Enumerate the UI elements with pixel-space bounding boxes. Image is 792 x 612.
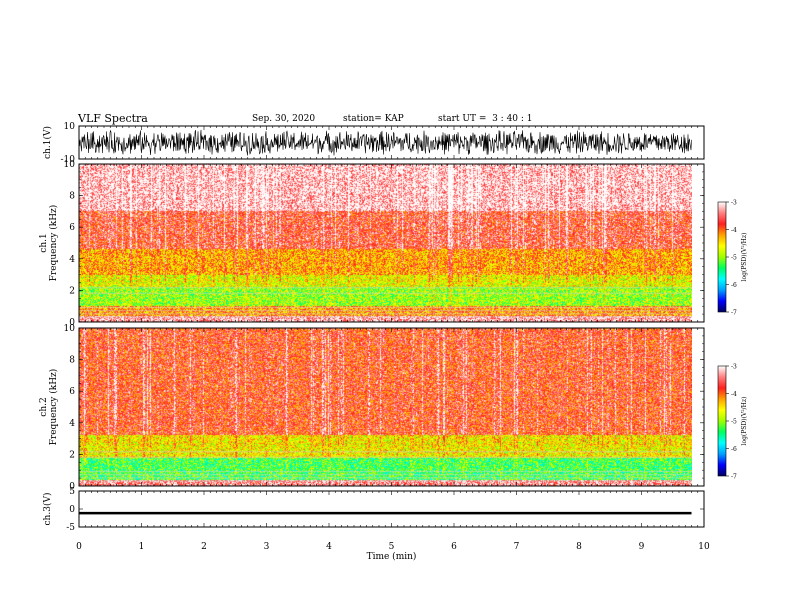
ch2-spec-y-tick-label: 4 bbox=[69, 419, 75, 429]
ch1-wave-y-tick-label: -10 bbox=[61, 155, 76, 165]
x-tick-label: 4 bbox=[326, 542, 332, 552]
ch1-spec-y-tick-label: 4 bbox=[69, 255, 75, 265]
ch1-spec-y-tick-label: 8 bbox=[69, 192, 75, 202]
ch1-colorbar-tick-label: -3 bbox=[731, 200, 737, 207]
ch3-waveform-band bbox=[79, 511, 692, 515]
ch2-spec-y-tick-label: 8 bbox=[69, 356, 75, 366]
ch2-colorbar-tick-label: -5 bbox=[731, 419, 737, 426]
ch1-colorbar-tick-label: -6 bbox=[731, 282, 737, 289]
x-tick-label: 10 bbox=[698, 542, 710, 552]
x-tick-label: 3 bbox=[264, 542, 270, 552]
ch3-wave-y-tick-label: 0 bbox=[69, 505, 75, 515]
ch3-wave-y-tick-label: -5 bbox=[66, 523, 75, 533]
ch1-spec-y-tick-label: 6 bbox=[69, 223, 75, 233]
ch1-colorbar-bar bbox=[717, 201, 727, 313]
ch1-colorbar-label: log(PSD)(V²/Hz) bbox=[741, 233, 748, 282]
ch1-spec-y-tick-label: 2 bbox=[69, 286, 75, 296]
ch2-spec-y-tick-label: 2 bbox=[69, 450, 75, 460]
ch2-spec-ylabel-2: Frequency (kHz) bbox=[48, 369, 59, 446]
x-tick-label: 6 bbox=[451, 542, 457, 552]
x-tick-label: 8 bbox=[576, 542, 582, 552]
ch1-wave-frame bbox=[78, 125, 705, 160]
ch2-spec-y-tick-label: 6 bbox=[69, 387, 75, 397]
ch2-colorbar-tick-label: -6 bbox=[731, 446, 737, 453]
ch2-colorbar-bar bbox=[717, 365, 727, 477]
ch1-colorbar-tick-label: -5 bbox=[731, 255, 737, 262]
ch3-wave-y-tick-label: 5 bbox=[69, 487, 75, 497]
x-tick-label: 0 bbox=[76, 542, 82, 552]
x-axis-label: Time (min) bbox=[367, 551, 417, 562]
ch1-spec-ylabel-2: Frequency (kHz) bbox=[48, 205, 59, 282]
ch2-spec-y-tick-label: 10 bbox=[64, 324, 76, 334]
ch2-colorbar-tick-label: -7 bbox=[731, 474, 737, 481]
station-label: station= KAP bbox=[343, 114, 404, 124]
ch2-spec-ylabel-1: ch.2 bbox=[39, 397, 49, 416]
ch2-spectrogram-image bbox=[79, 328, 692, 486]
ch2-colorbar-label: log(PSD)(V²/Hz) bbox=[741, 397, 748, 446]
ch1-colorbar-tick-label: -7 bbox=[731, 310, 737, 317]
chart-title: VLF Spectra bbox=[78, 112, 148, 125]
ch1-waveform-line bbox=[78, 129, 692, 156]
ch1-wave-ylabel: ch.1(V) bbox=[42, 126, 53, 159]
ch1-spec-y-tick-label: 10 bbox=[64, 160, 76, 170]
x-tick-label: 2 bbox=[201, 542, 207, 552]
ch3-wave-ylabel: ch.3(V) bbox=[42, 493, 53, 526]
ch2-colorbar-tick-label: -4 bbox=[731, 391, 737, 398]
ch2-colorbar-tick-label: -3 bbox=[731, 364, 737, 371]
x-tick-label: 7 bbox=[514, 542, 520, 552]
ch1-spec-ylabel-1: ch.1 bbox=[39, 233, 49, 252]
x-tick-label: 5 bbox=[389, 542, 395, 552]
date-label: Sep. 30, 2020 bbox=[252, 114, 316, 124]
x-tick-label: 9 bbox=[639, 542, 645, 552]
ch1-colorbar-tick-label: -4 bbox=[731, 227, 737, 234]
x-tick-label: 1 bbox=[139, 542, 145, 552]
ch1-spec-y-tick-label: 0 bbox=[69, 318, 75, 328]
start-time-label: start UT = 3 : 40 : 1 bbox=[438, 114, 533, 124]
ch1-spectrogram-image bbox=[79, 164, 692, 322]
ch1-wave-y-tick-label: 10 bbox=[64, 122, 76, 132]
ch3-wave-frame bbox=[78, 490, 705, 528]
ch2-spec-y-tick-label: 0 bbox=[69, 482, 75, 492]
